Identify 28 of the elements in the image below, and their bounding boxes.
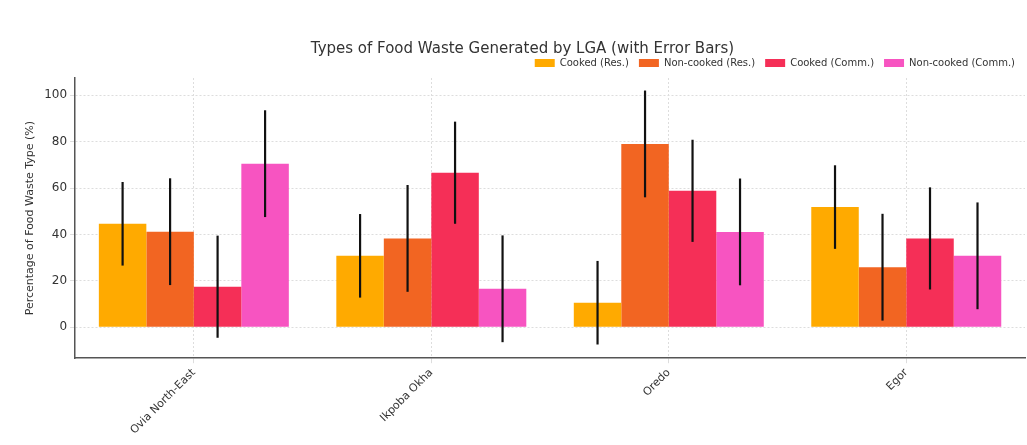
bar — [811, 207, 859, 327]
legend-label: Non-cooked (Res.) — [663, 56, 756, 68]
y-tick-label: 60 — [51, 180, 68, 195]
y-tick-label: 20 — [51, 273, 68, 288]
bar — [431, 172, 479, 327]
y-tick-label: 40 — [51, 226, 68, 241]
y-axis-title: Percentage of Food Waste Type (%) — [23, 120, 37, 316]
y-tick-label: 0 — [59, 319, 68, 334]
legend-label: Cooked (Res.) — [559, 56, 630, 68]
bar — [573, 302, 622, 327]
bar — [383, 238, 432, 327]
y-tick-label: 80 — [51, 133, 68, 148]
legend-label: Cooked (Comm.) — [790, 56, 875, 68]
bar — [146, 231, 194, 327]
bar — [336, 255, 384, 327]
bar — [621, 143, 669, 327]
y-tick-label: 100 — [44, 87, 68, 102]
legend-label: Non-cooked (Comm.) — [909, 56, 1016, 68]
bar — [98, 223, 147, 327]
bar — [906, 238, 954, 327]
bar — [241, 163, 289, 327]
bar — [953, 255, 1002, 327]
bar — [668, 190, 717, 327]
bar — [716, 231, 764, 327]
chart-title: Types of Food Waste Generated by LGA (with Error Bars) — [309, 38, 735, 57]
bar — [478, 288, 527, 327]
bar — [193, 286, 242, 327]
bar — [858, 267, 907, 327]
